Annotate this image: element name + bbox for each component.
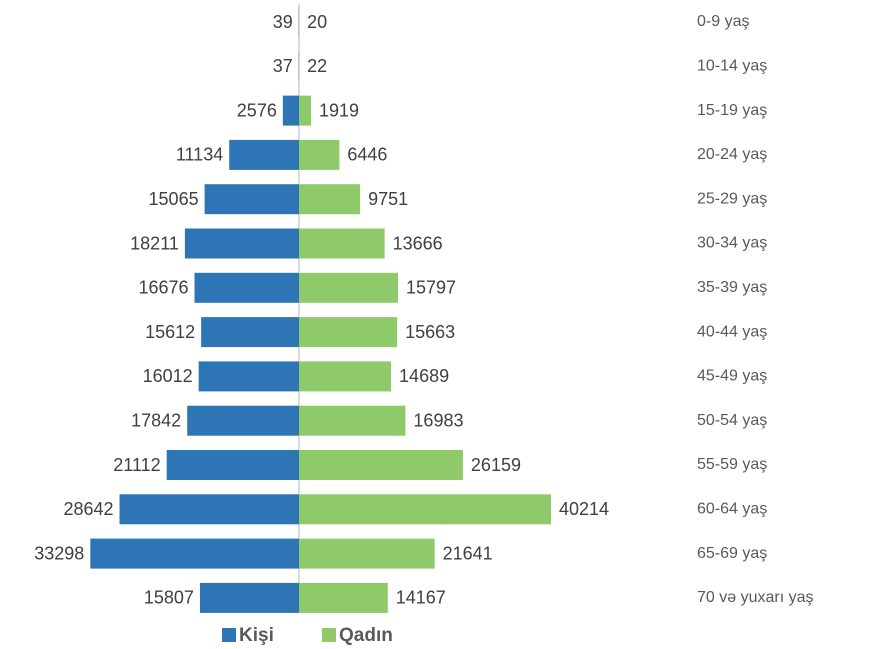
bar xyxy=(299,95,312,126)
bar xyxy=(299,361,392,392)
bar xyxy=(199,582,299,613)
legend-label: Qadın xyxy=(339,625,393,646)
value-label: 40214 xyxy=(559,499,609,519)
value-label: 16983 xyxy=(413,410,463,430)
value-label: 21112 xyxy=(113,455,160,475)
bar xyxy=(90,538,300,569)
bar xyxy=(299,139,340,170)
bar xyxy=(299,494,551,525)
value-label: 6446 xyxy=(347,145,387,165)
value-label: 39 xyxy=(273,12,293,32)
value-label: 22 xyxy=(307,56,327,76)
value-label: 16012 xyxy=(143,366,193,386)
value-label: 15663 xyxy=(405,322,455,342)
category-label: 55-59 yaş xyxy=(697,456,767,473)
bar xyxy=(282,95,299,126)
value-label: 11134 xyxy=(176,145,223,165)
bar xyxy=(194,272,299,303)
bar xyxy=(119,494,299,525)
value-label: 18211 xyxy=(130,233,179,253)
category-label: 10-14 yaş xyxy=(697,58,767,75)
category-label: 45-49 yaş xyxy=(697,368,767,385)
bar xyxy=(201,317,299,348)
value-label: 16676 xyxy=(138,278,188,298)
category-label: 40-44 yaş xyxy=(697,323,767,340)
legend-label: Kişi xyxy=(239,625,274,646)
bar xyxy=(299,538,435,569)
value-label: 20 xyxy=(307,12,327,32)
bar xyxy=(184,228,299,259)
category-label: 60-64 yaş xyxy=(697,501,767,518)
value-label: 26159 xyxy=(471,455,521,475)
category-label: 70 və yuxarı yaş xyxy=(697,589,814,606)
value-label: 14167 xyxy=(396,588,446,608)
category-label: 50-54 yaş xyxy=(697,412,767,429)
bar xyxy=(299,184,361,215)
value-label: 37 xyxy=(273,56,293,76)
bar xyxy=(198,361,299,392)
category-label: 0-9 yaş xyxy=(697,13,749,30)
value-label: 15612 xyxy=(145,322,195,342)
value-label: 33298 xyxy=(34,543,84,563)
bar xyxy=(299,272,398,303)
category-label: 30-34 yaş xyxy=(697,235,767,252)
category-label: 65-69 yaş xyxy=(697,545,767,562)
category-label: 35-39 yaş xyxy=(697,279,767,296)
value-label: 15797 xyxy=(406,278,456,298)
bar xyxy=(299,317,398,348)
bar xyxy=(299,450,463,480)
bar xyxy=(166,450,299,480)
bar xyxy=(299,228,385,259)
category-label: 20-24 yaş xyxy=(697,146,767,163)
value-label: 9751 xyxy=(368,189,408,209)
bar xyxy=(299,582,388,613)
value-label: 15807 xyxy=(144,588,194,608)
value-label: 28642 xyxy=(63,499,113,519)
value-label: 17842 xyxy=(131,410,181,430)
category-label: 15-19 yaş xyxy=(697,102,767,119)
value-label: 21641 xyxy=(443,543,493,563)
bar xyxy=(229,139,299,170)
bar xyxy=(187,405,299,436)
value-label: 2576 xyxy=(237,100,277,120)
legend-swatch xyxy=(322,628,336,642)
bar xyxy=(204,184,299,215)
bar xyxy=(299,405,406,436)
value-label: 15065 xyxy=(149,189,199,209)
legend-swatch xyxy=(222,628,236,642)
value-label: 1919 xyxy=(319,100,359,120)
value-label: 14689 xyxy=(399,366,449,386)
value-label: 13666 xyxy=(393,233,443,253)
category-label: 25-29 yaş xyxy=(697,190,767,207)
